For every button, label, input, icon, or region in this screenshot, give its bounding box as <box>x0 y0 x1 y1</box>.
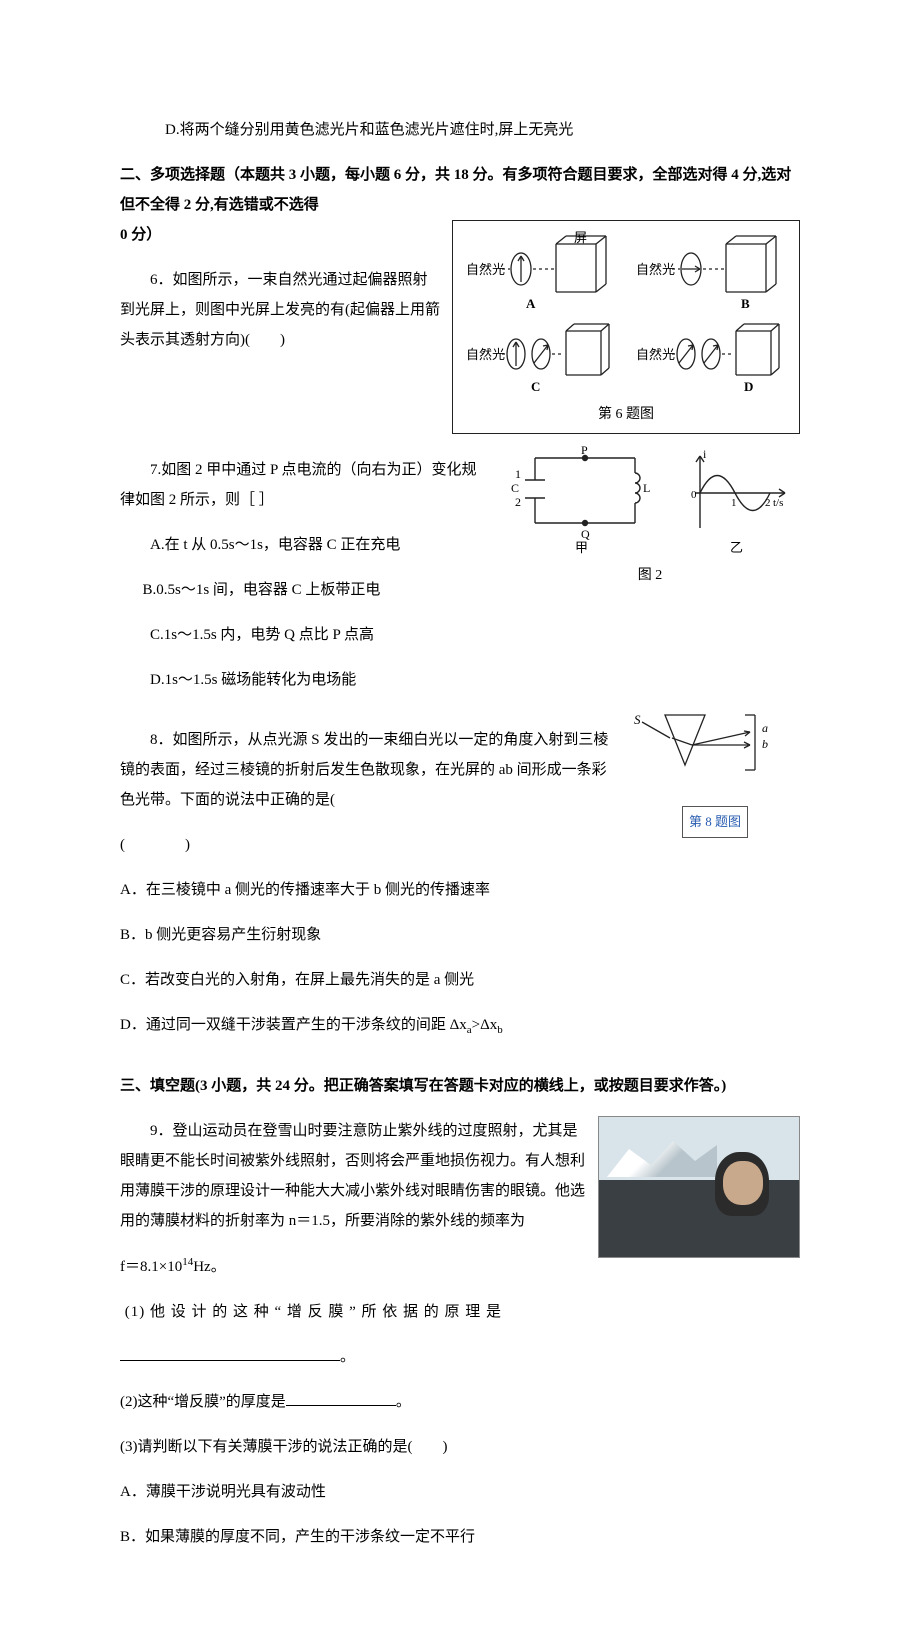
svg-text:a: a <box>762 721 768 735</box>
svg-text:D: D <box>744 379 753 394</box>
svg-text:t/s: t/s <box>773 497 783 509</box>
svg-text:Q: Q <box>581 527 590 541</box>
sup-14: 14 <box>182 1256 193 1268</box>
svg-text:i: i <box>703 447 707 461</box>
q9-blank-2[interactable] <box>286 1392 396 1407</box>
mountaineer-photo <box>598 1116 800 1258</box>
figure-8-caption-link[interactable]: 第 8 题图 <box>682 806 748 838</box>
svg-text:L: L <box>643 481 650 495</box>
svg-text:自然光: 自然光 <box>636 347 675 362</box>
svg-text:B: B <box>741 296 750 311</box>
q9-sub1-blank: 。 <box>120 1342 800 1372</box>
q9-sub2-a: (2)这种“增反膜”的厚度是 <box>120 1394 286 1410</box>
q9-p2-b: Hz。 <box>193 1259 226 1275</box>
q6-stem-close: ) <box>280 332 285 348</box>
q8-d-b: >Δx <box>472 1017 498 1033</box>
svg-text:自然光: 自然光 <box>466 262 505 277</box>
q9-blank-1[interactable] <box>120 1347 340 1362</box>
q8-d-a: D．通过同一双缝干涉装置产生的干涉条纹的间距 Δx <box>120 1017 467 1033</box>
svg-text:乙: 乙 <box>730 540 743 555</box>
svg-text:屏: 屏 <box>574 230 587 245</box>
q8-option-b: B．b 侧光更容易产生衍射现象 <box>120 920 800 950</box>
figure-8-caption-wrap: 第 8 题图 <box>630 806 800 838</box>
q8-option-c: C．若改变白光的入射角，在屏上最先消失的是 a 侧光 <box>120 965 800 995</box>
q9-sub1-text: (1) 他 设 计 的 这 种 “ 增 反 膜 ” 所 依 据 的 原 理 是 <box>125 1304 502 1320</box>
figure-7-box: 1 2 C P Q L 甲 <box>500 440 800 590</box>
q9-sub3-a: A．薄膜干涉说明光具有波动性 <box>120 1477 800 1507</box>
svg-text:自然光: 自然光 <box>636 262 675 277</box>
q9-sub3-b: B．如果薄膜的厚度不同，产生的干涉条纹一定不平行 <box>120 1522 800 1552</box>
svg-text:2: 2 <box>515 495 521 509</box>
q8-stem-text: 8．如图所示，从点光源 S 发出的一束细白光以一定的角度入射到三棱镜的表面，经过… <box>120 732 608 808</box>
svg-text:C: C <box>531 379 540 394</box>
figure-7-caption: 图 2 <box>500 562 800 590</box>
q9-sub2: (2)这种“增反膜”的厚度是 。 <box>120 1387 800 1417</box>
svg-text:S: S <box>634 712 641 727</box>
svg-text:b: b <box>762 737 768 751</box>
section-2-heading-text: 二、多项选择题（本题共 3 小题，每小题 6 分，共 18 分。有多项符合题目要… <box>120 167 791 213</box>
figure-8-svg: S a b <box>630 710 790 800</box>
figure-6-box: 自然光 屏 A 自然光 <box>452 220 800 434</box>
q9-sub3: (3)请判断以下有关薄膜干涉的说法正确的是( ) <box>120 1432 800 1462</box>
q8-close: ) <box>185 837 190 853</box>
q7-option-c: C.1s～1.5s 内，电势 Q 点比 P 点高 <box>120 620 800 650</box>
svg-text:0: 0 <box>691 489 697 501</box>
q9-sub1-end: 。 <box>340 1349 355 1365</box>
q9-photo <box>598 1116 800 1258</box>
svg-text:P: P <box>581 443 588 457</box>
figure-8-box: S a b 第 8 题图 <box>630 710 800 838</box>
q5-option-d: D.将两个缝分别用黄色滤光片和蓝色滤光片遮住时,屏上无亮光 <box>120 115 800 145</box>
figure-6-caption: 第 6 题图 <box>461 401 791 429</box>
svg-text:A: A <box>526 296 536 311</box>
q8-option-a: A．在三棱镜中 a 侧光的传播速率大于 b 侧光的传播速率 <box>120 875 800 905</box>
svg-text:自然光: 自然光 <box>466 347 505 362</box>
svg-text:1: 1 <box>515 467 521 481</box>
svg-text:2: 2 <box>765 497 771 509</box>
q7-option-d: D.1s～1.5s 磁场能转化为电场能 <box>120 665 800 695</box>
q9-sub2-b: 。 <box>396 1394 411 1410</box>
figure-6-svg: 自然光 屏 A 自然光 <box>461 229 781 399</box>
q8-option-d: D．通过同一双缝干涉装置产生的干涉条纹的间距 Δxa>Δxb <box>120 1010 800 1041</box>
q7-stem: 7.如图 2 甲中通过 P 点电流的（向右为正）变化规律如图 2 所示，则［ ］ <box>120 455 490 515</box>
svg-text:甲: 甲 <box>575 540 588 555</box>
svg-text:1: 1 <box>731 497 737 509</box>
figure-7-svg: 1 2 C P Q L 甲 <box>500 440 800 560</box>
section-3-heading: 三、填空题(3 小题，共 24 分。把正确答案填写在答题卡对应的横线上，或按题目… <box>120 1071 800 1101</box>
sub-b: b <box>497 1024 503 1036</box>
svg-text:C: C <box>511 481 519 495</box>
q6-stem: 6．如图所示，一束自然光通过起偏器照射到光屏上，则图中光屏上发亮的有(起偏器上用… <box>120 265 450 355</box>
section-2-heading: 二、多项选择题（本题共 3 小题，每小题 6 分，共 18 分。有多项符合题目要… <box>120 160 800 220</box>
q9-p2-a: f＝8.1×10 <box>120 1259 182 1275</box>
